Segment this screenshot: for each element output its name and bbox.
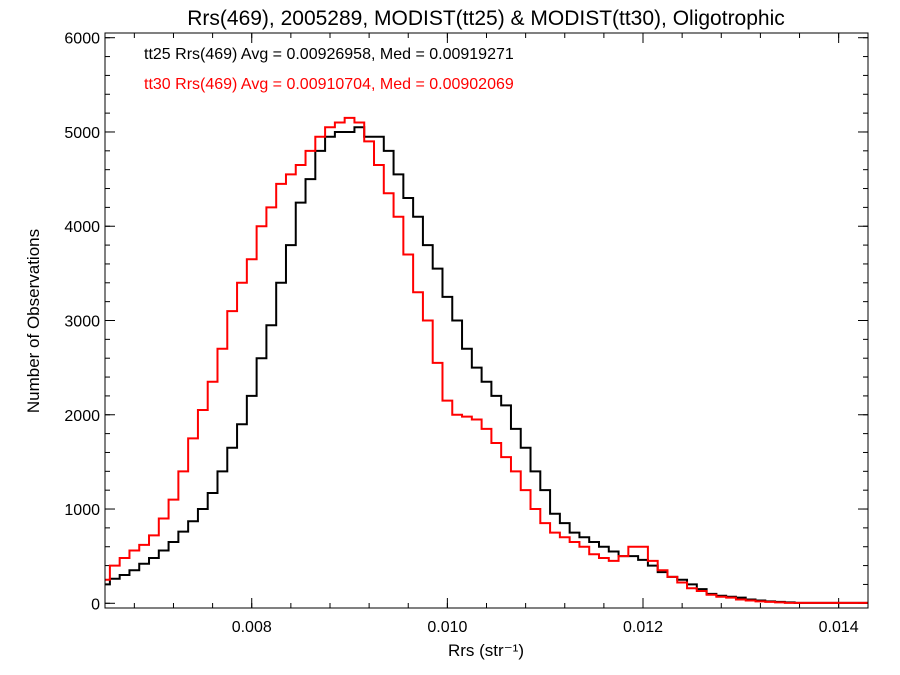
y-axis-title: Number of Observations — [24, 229, 43, 413]
y-tick-label: 4000 — [64, 219, 100, 236]
y-tick-label: 2000 — [64, 408, 100, 425]
x-tick-label: 0.008 — [232, 619, 272, 636]
x-tick-label: 0.012 — [623, 619, 663, 636]
stats-annotation-2: tt30 Rrs(469) Avg = 0.00910704, Med = 0.… — [144, 76, 514, 93]
plot-frame — [104, 32, 869, 609]
tt25-histogram-line — [105, 126, 868, 604]
x-tick-label: 0.010 — [427, 619, 467, 636]
series-layer — [105, 116, 868, 604]
stats-annotations: tt25 Rrs(469) Avg = 0.00926958, Med = 0.… — [144, 46, 514, 93]
y-tick-label: 0 — [91, 596, 100, 613]
tt30-histogram-line — [105, 116, 868, 604]
y-tick-label: 6000 — [64, 31, 100, 48]
x-axis-title: Rrs (str⁻¹) — [448, 641, 524, 660]
x-tick-label: 0.014 — [819, 619, 859, 636]
stats-annotation-1: tt25 Rrs(469) Avg = 0.00926958, Med = 0.… — [144, 46, 514, 63]
axis-ticks: 0.008 0.010 0.012 0.014 0 1000 2000 3000 4000 500… — [64, 31, 868, 636]
y-tick-label: 5000 — [64, 125, 100, 142]
y-tick-label: 1000 — [64, 502, 100, 519]
chart-title: Rrs(469), 2005289, MODIST(tt25) & MODIST… — [187, 7, 785, 30]
y-tick-label: 3000 — [64, 314, 100, 331]
